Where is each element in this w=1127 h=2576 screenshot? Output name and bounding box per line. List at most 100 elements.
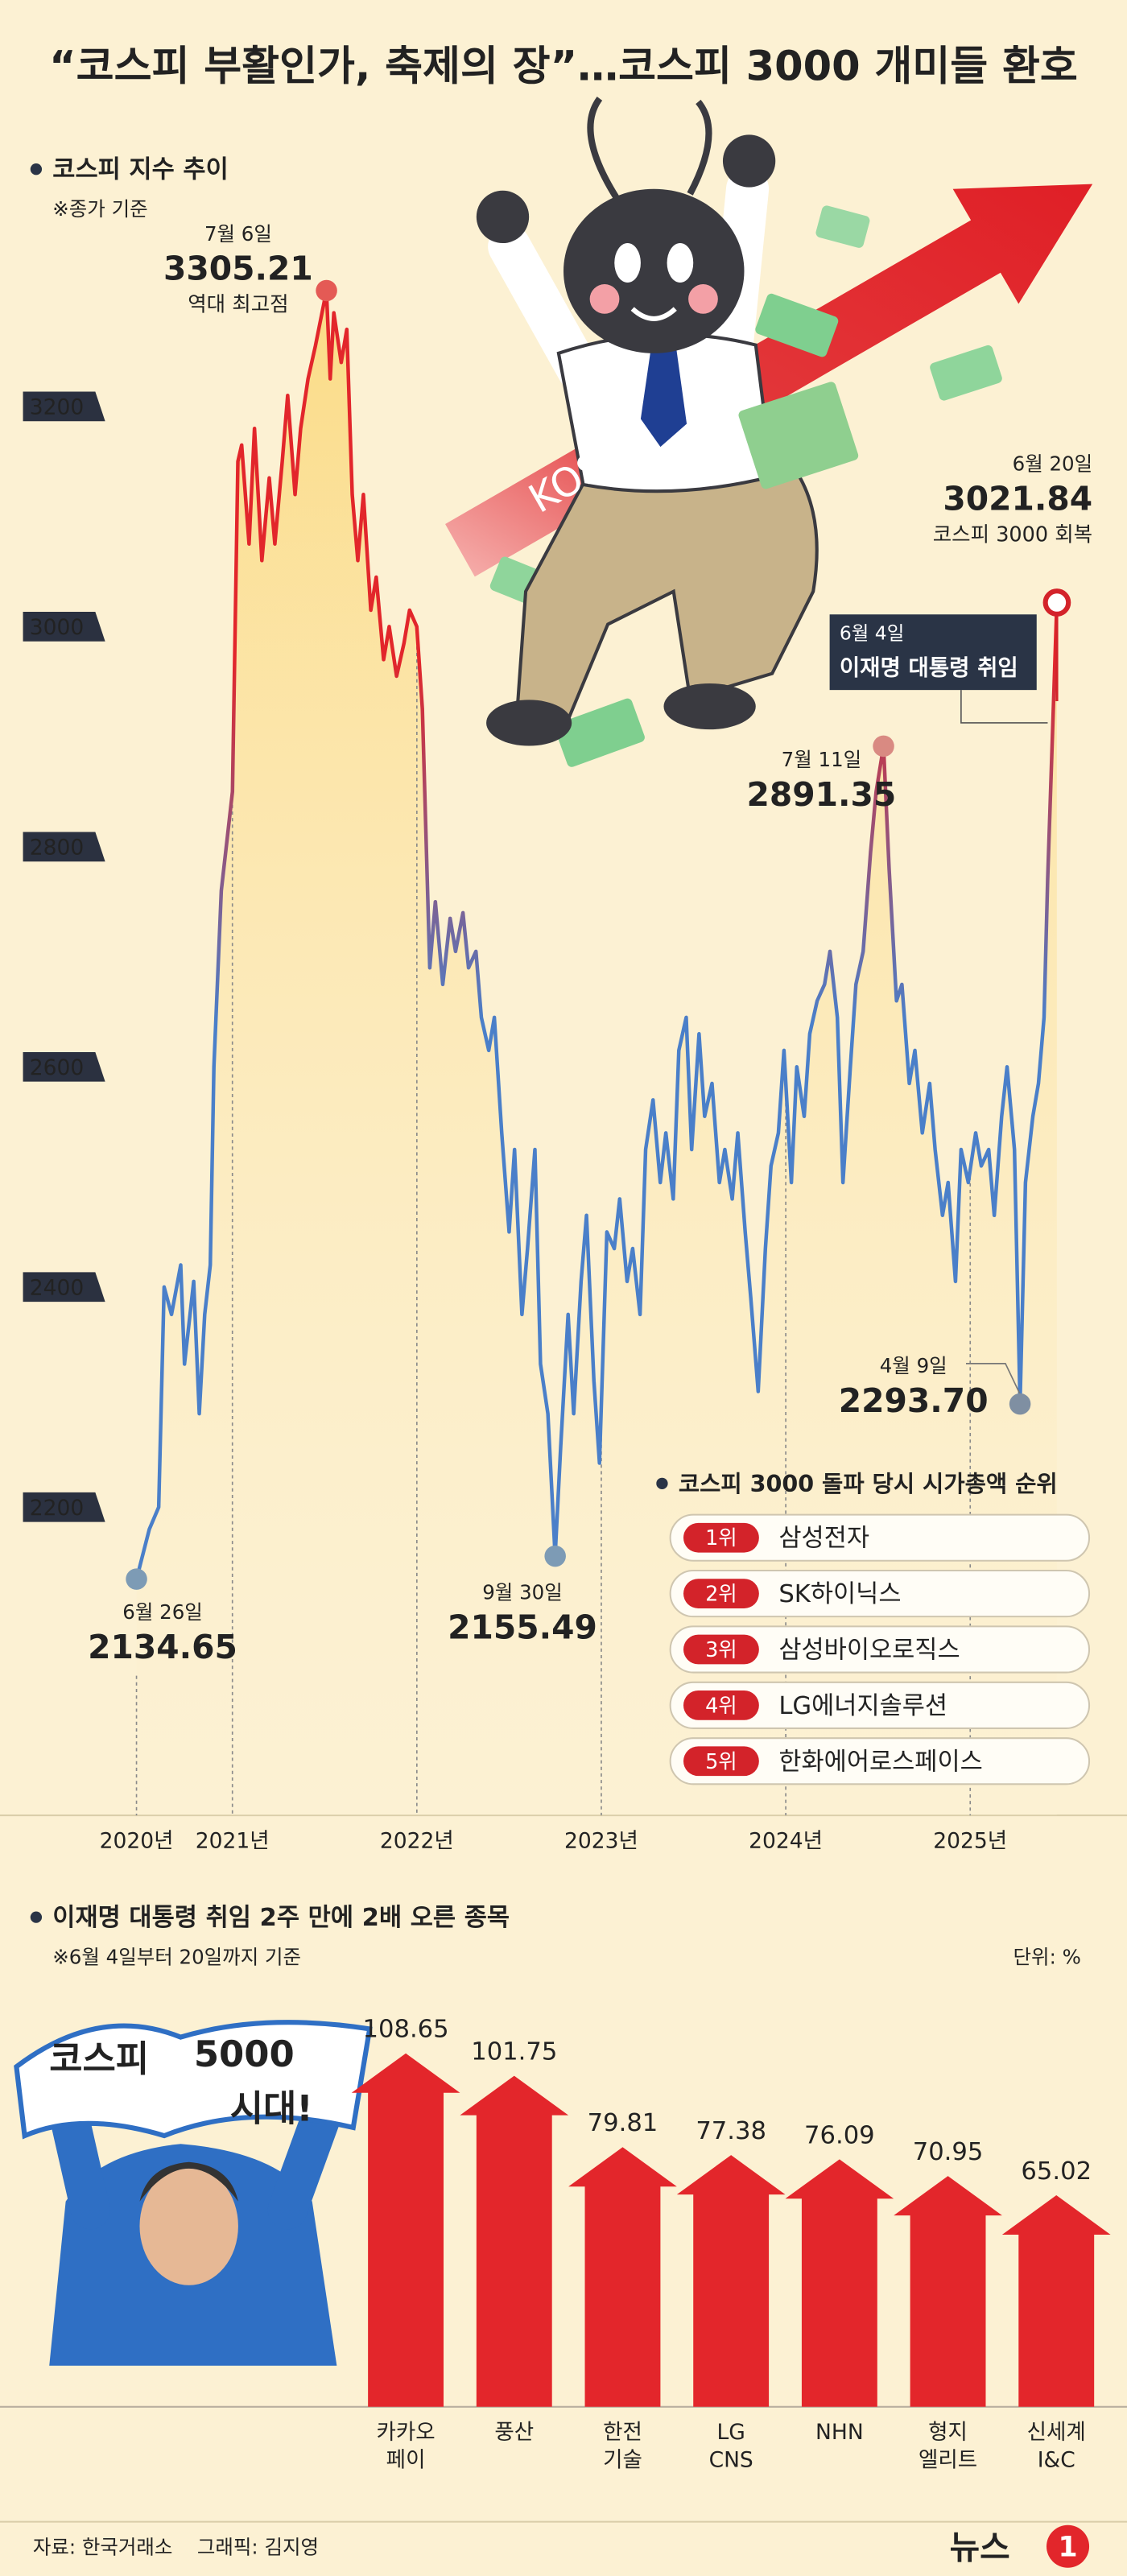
bullet	[30, 163, 43, 175]
arrow-bar	[1001, 2195, 1111, 2407]
annotation-value: 2293.70	[839, 1381, 989, 1420]
eye	[667, 243, 694, 283]
ranking-badge	[683, 1746, 759, 1777]
value-label: 101.75	[471, 2038, 557, 2066]
fist	[476, 190, 530, 244]
value-label: 77.38	[696, 2117, 766, 2145]
value-label: 70.95	[913, 2138, 984, 2166]
bullet	[30, 1911, 43, 1923]
annotation-marker	[126, 1568, 147, 1590]
annotation-date: 6월 26일	[122, 1600, 203, 1624]
arrow-bar	[568, 2147, 677, 2407]
y-tick-tab	[23, 1492, 105, 1522]
x-tick-label: 2024년	[749, 1828, 823, 1853]
x-tick-label: 2022년	[380, 1828, 454, 1853]
category-label: LG	[716, 2420, 745, 2445]
ranking-badge	[683, 1522, 759, 1553]
value-label: 76.09	[804, 2121, 875, 2149]
annotation-date: 7월 11일	[782, 748, 862, 771]
y-tick-label: 2400	[30, 1275, 84, 1300]
annotation-value: 2134.65	[88, 1628, 237, 1666]
cheek	[688, 284, 718, 314]
annotation-value: 2155.49	[448, 1608, 597, 1646]
ranking-rank: 3위	[705, 1638, 737, 1662]
ranking-rank: 5위	[705, 1750, 737, 1774]
bullet	[656, 1477, 668, 1489]
logo-number: 1	[1058, 2531, 1077, 2563]
category-label: 풍산	[494, 2420, 534, 2445]
logo-text: 뉴스	[950, 2528, 1010, 2566]
category-label: NHN	[815, 2420, 864, 2445]
y-tick-tab	[23, 612, 105, 642]
ranking-badge	[683, 1634, 759, 1665]
chart-title: 이재명 대통령 취임 2주 만에 2배 오른 종목	[52, 1904, 510, 1932]
chart-subtitle: ※6월 4일부터 20일까지 기준	[52, 1946, 301, 1969]
sign	[14, 2020, 373, 2140]
cash	[815, 205, 870, 248]
sign-text: 시대!	[230, 2087, 313, 2129]
y-tick-label: 2600	[30, 1055, 84, 1080]
y-tick-label: 2800	[30, 835, 84, 860]
value-label: 65.02	[1021, 2157, 1092, 2186]
ranking-rank: 2위	[705, 1583, 737, 1607]
y-tick-tab	[23, 1272, 105, 1302]
tie	[640, 328, 687, 448]
cash	[755, 293, 839, 357]
category-label: 엘리트	[919, 2448, 977, 2473]
hair	[139, 2161, 238, 2202]
ranking-title: 코스피 3000 돌파 당시 시가총액 순위	[679, 1470, 1058, 1497]
arrow-bar	[894, 2176, 1002, 2407]
annotation-date: 6월 20일	[1013, 452, 1093, 476]
annotation-marker	[873, 735, 894, 758]
logo-circle	[1046, 2524, 1090, 2568]
category-label: 신세계	[1027, 2420, 1086, 2445]
category-label: 페이	[386, 2448, 426, 2473]
face	[139, 2166, 238, 2285]
y-tick-label: 3000	[30, 615, 84, 640]
eye	[614, 243, 641, 283]
antenna	[587, 97, 619, 200]
ranking-row	[669, 1513, 1091, 1562]
sign-text: 코스피	[49, 2037, 149, 2080]
ranking-name: 삼성바이오로직스	[778, 1637, 960, 1665]
cash	[738, 382, 859, 489]
y-tick-tab	[23, 391, 105, 422]
mouth	[630, 307, 677, 321]
category-label: 한전	[603, 2420, 642, 2445]
x-tick-label: 2020년	[100, 1828, 174, 1853]
annotation-marker	[1009, 1393, 1031, 1415]
ranking-badge	[683, 1579, 759, 1608]
unit-label: 단위: %	[1013, 1946, 1081, 1969]
category-label: CNS	[709, 2448, 753, 2473]
chart-title: 코스피 지수 추이	[52, 156, 228, 184]
annotation-marker	[544, 1545, 566, 1567]
ranking-name: 한화에어로스페이스	[778, 1748, 982, 1776]
annotation-note: 역대 최고점	[188, 293, 288, 317]
x-tick-label: 2021년	[196, 1828, 270, 1853]
ranking-badge	[683, 1690, 759, 1720]
chart-subtitle: ※종가 기준	[52, 197, 147, 221]
arrow-bar	[351, 2053, 460, 2407]
y-tick-label: 2200	[30, 1496, 84, 1521]
area-fill	[136, 291, 1057, 1816]
annotation-value: 2891.35	[746, 775, 896, 814]
credit: 그래픽: 김지영	[197, 2535, 319, 2558]
antenna	[687, 99, 712, 196]
ranking-name: SK하이닉스	[778, 1580, 901, 1608]
value-label: 108.65	[363, 2016, 449, 2044]
arrow-bar	[785, 2159, 894, 2407]
y-tick-tab	[23, 1051, 105, 1082]
ranking-rank: 4위	[705, 1694, 737, 1718]
shoe	[486, 700, 572, 746]
annotation-value: 3305.21	[163, 250, 313, 288]
y-tick-label: 3200	[30, 394, 84, 419]
cheek	[589, 284, 620, 314]
annotation-connector	[960, 690, 1048, 724]
ranking-name: LG에너지솔루션	[778, 1692, 947, 1720]
kospi-line	[134, 288, 1059, 1580]
x-tick-label: 2025년	[933, 1828, 1007, 1853]
head	[564, 188, 745, 353]
category-label: 기술	[603, 2448, 642, 2473]
